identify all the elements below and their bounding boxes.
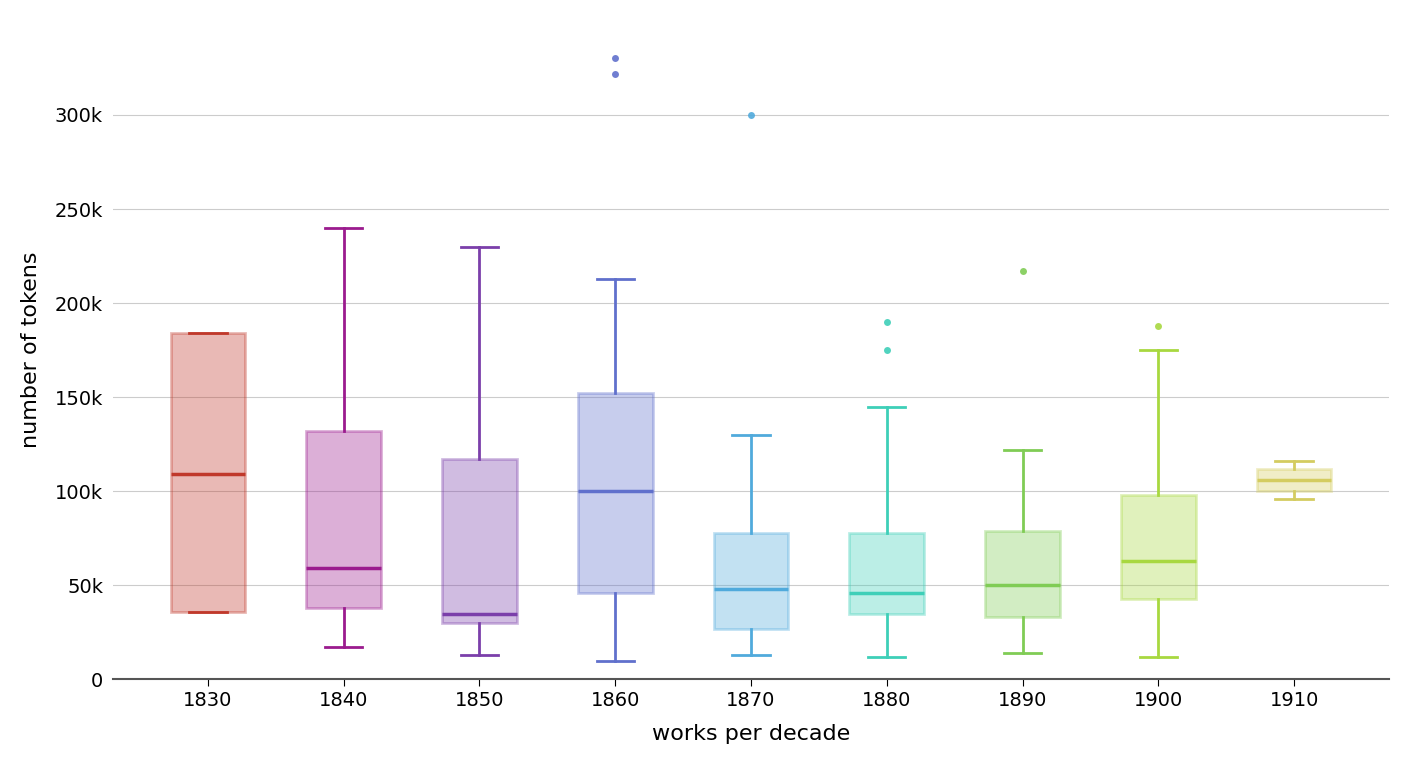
- Bar: [443, 459, 517, 623]
- Bar: [849, 532, 924, 614]
- Y-axis label: number of tokens: number of tokens: [21, 252, 41, 448]
- Bar: [306, 431, 381, 608]
- Bar: [1256, 469, 1331, 491]
- Bar: [171, 334, 245, 612]
- Bar: [986, 531, 1060, 617]
- Bar: [713, 532, 788, 629]
- Bar: [578, 393, 653, 593]
- Bar: [1121, 495, 1196, 598]
- X-axis label: works per decade: works per decade: [651, 724, 850, 744]
